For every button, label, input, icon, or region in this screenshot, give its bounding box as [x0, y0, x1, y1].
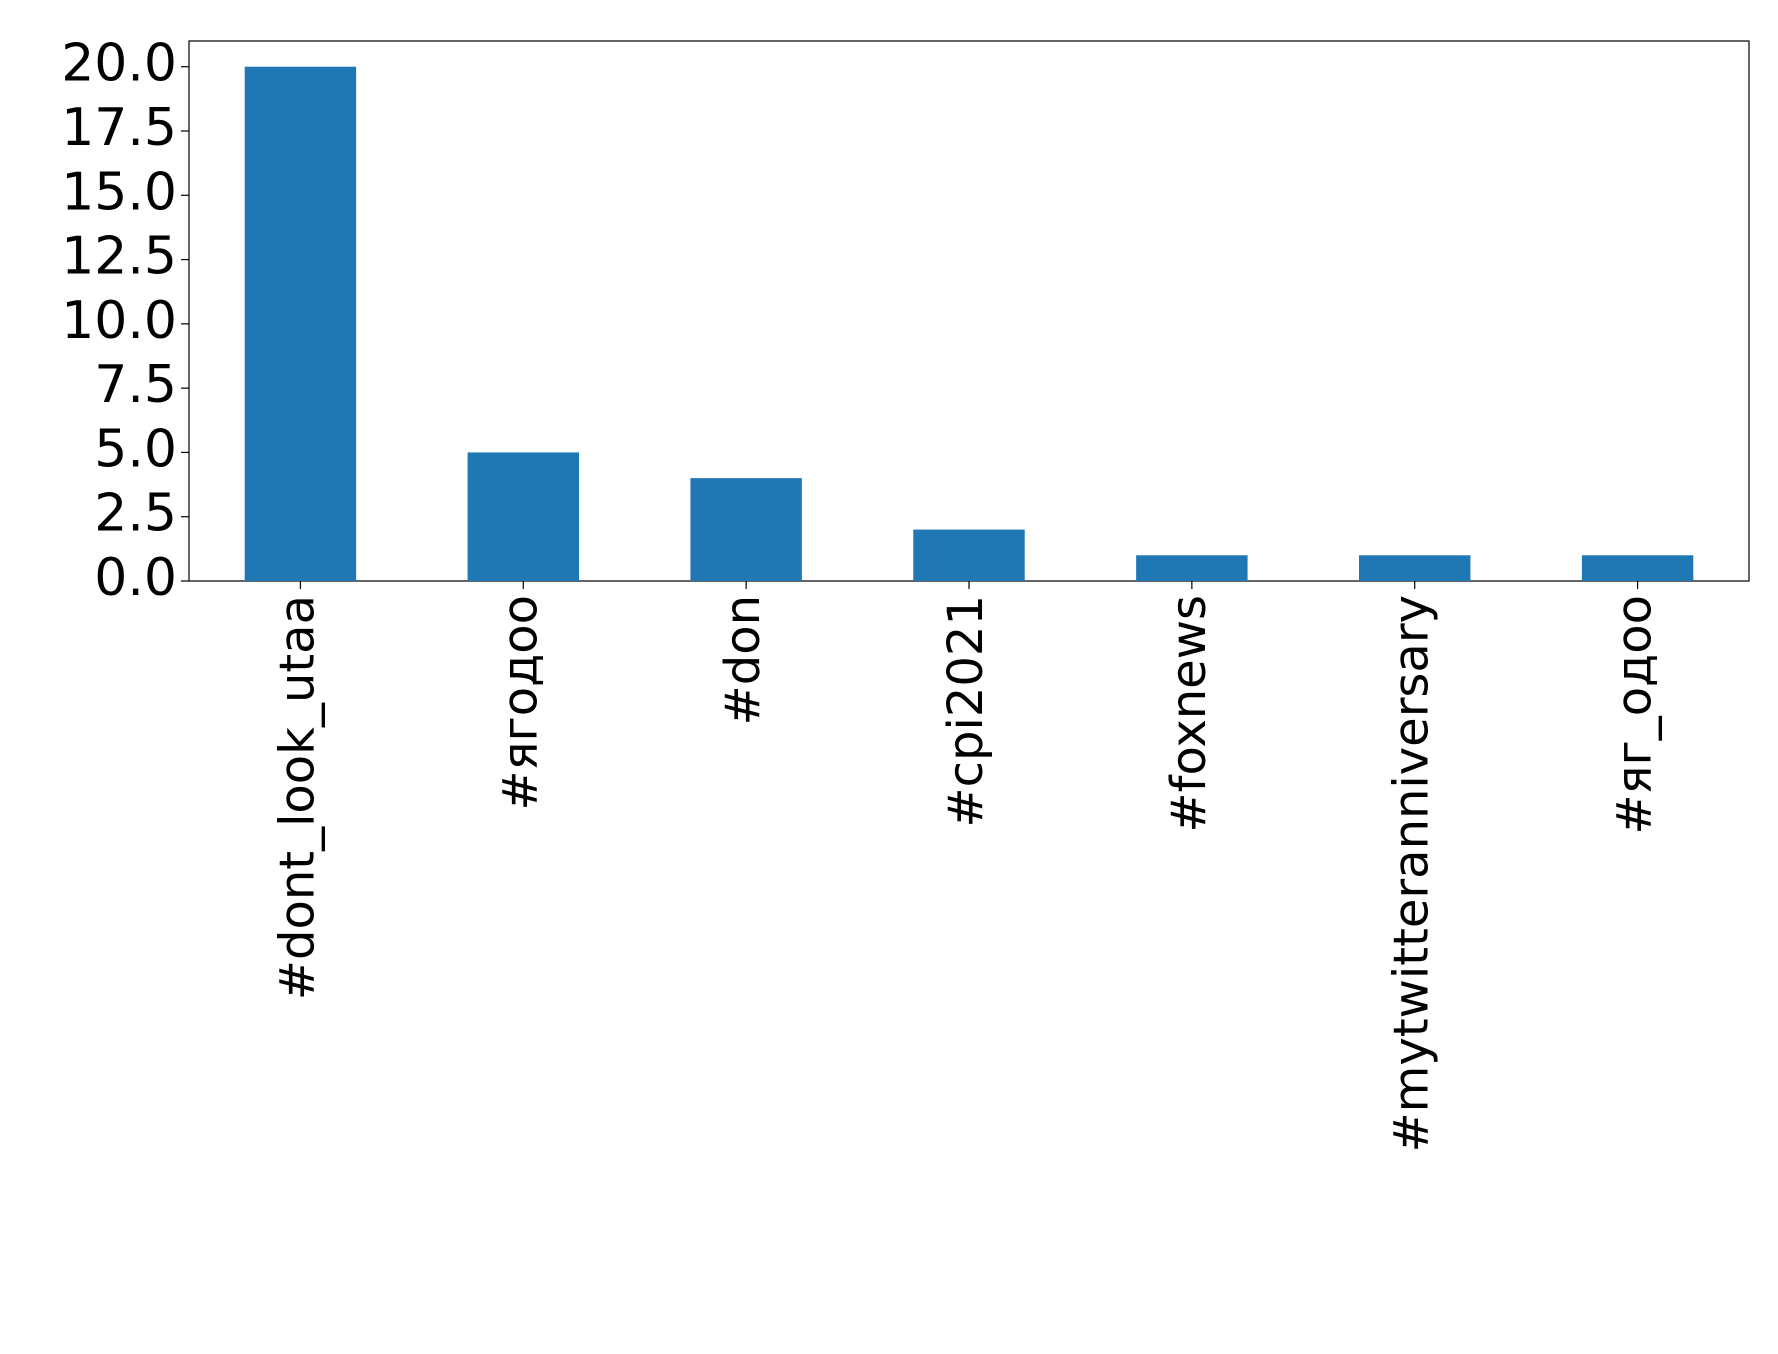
y-tick-label: 7.5 [94, 355, 177, 415]
y-tick-label: 12.5 [61, 227, 177, 287]
y-tick-label: 17.5 [61, 98, 177, 158]
x-tick-label: #mytwitteranniversary [1384, 595, 1440, 1153]
x-tick-label: #ягодоо [492, 595, 548, 811]
y-tick-label: 15.0 [61, 162, 177, 222]
x-tick-label: #foxnews [1161, 595, 1217, 833]
x-tick-label: #dont_look_utaa [269, 595, 325, 1000]
bar [1581, 555, 1694, 581]
y-tick-label: 2.5 [94, 484, 177, 544]
x-tick-label: #яг_одоо [1607, 595, 1663, 835]
y-tick-label: 10.0 [61, 291, 177, 351]
y-tick-label: 5.0 [94, 419, 177, 479]
bar [467, 452, 579, 581]
plot-frame [188, 40, 1750, 582]
y-tick-label: 0.0 [94, 548, 177, 608]
bar [244, 66, 357, 581]
bar [1359, 555, 1471, 581]
x-tick-label: #don [715, 595, 771, 725]
x-tick-label: #cpi2021 [938, 595, 994, 828]
y-tick-label: 20.0 [61, 34, 177, 94]
bar [690, 478, 802, 581]
bar [913, 529, 1025, 581]
bar [1136, 555, 1248, 581]
